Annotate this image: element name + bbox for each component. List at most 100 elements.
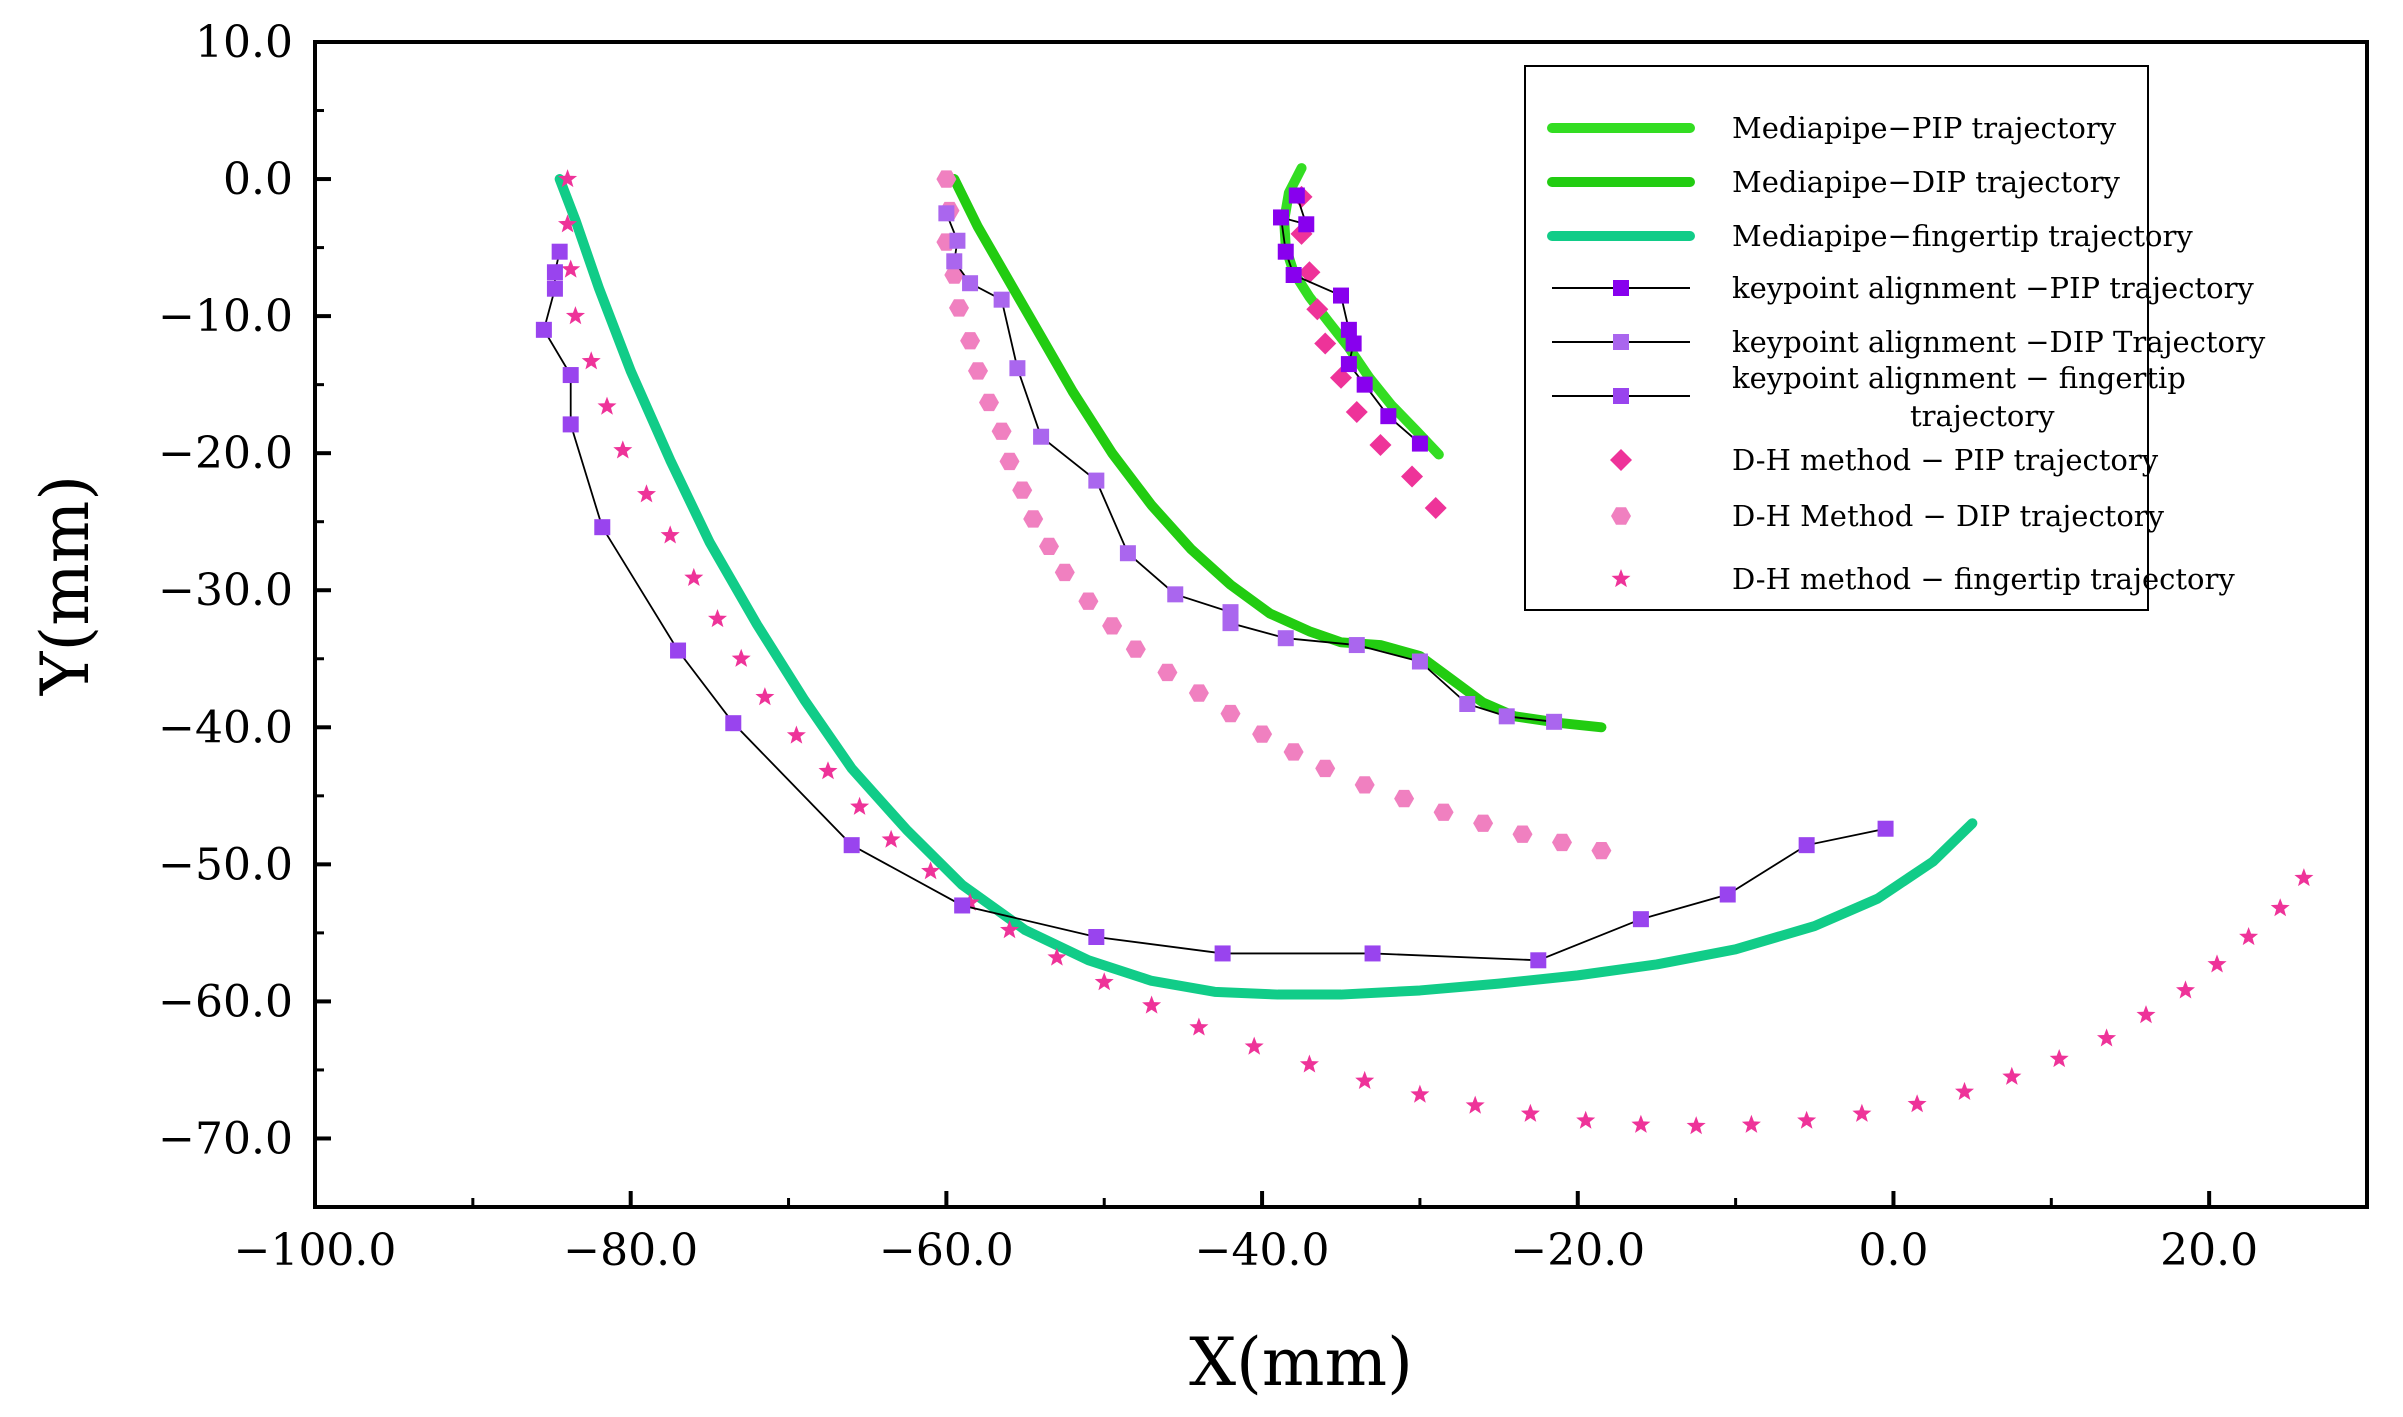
data-point-square — [1088, 472, 1105, 489]
data-point-star — [1907, 1094, 1927, 1113]
data-point-star — [1576, 1110, 1596, 1129]
legend-label: D-H method − PIP trajectory — [1732, 443, 2159, 477]
data-point-star — [1244, 1036, 1264, 1055]
legend-label: D-H method − fingertip trajectory — [1732, 562, 2235, 596]
data-point-star — [881, 829, 901, 848]
legend-item-mediapipe-dip-trajectory: Mediapipe−DIP trajectory — [1547, 165, 2120, 199]
data-point-star — [1142, 995, 1162, 1014]
data-point-square — [1798, 837, 1815, 854]
data-point-hexagon — [1039, 537, 1059, 555]
data-point-hexagon — [1283, 743, 1304, 761]
data-point-hexagon — [1315, 759, 1336, 778]
data-point-hexagon — [1125, 640, 1146, 658]
x-axis-title: X(mm) — [1189, 1324, 1413, 1401]
data-point-star — [755, 687, 775, 706]
data-point-star — [1189, 1017, 1209, 1036]
data-point-square — [1459, 695, 1476, 712]
data-point-square — [546, 264, 563, 281]
data-point-star — [2097, 1028, 2117, 1047]
data-point-star — [1465, 1095, 1485, 1114]
data-point-square — [1498, 708, 1515, 725]
data-point-square — [1285, 267, 1302, 283]
series-line — [554, 174, 1978, 1000]
data-point-star — [597, 396, 617, 415]
data-point-hexagon — [960, 332, 981, 350]
data-point-hexagon — [1512, 825, 1533, 843]
data-point-square — [1380, 408, 1397, 425]
series-d-h-method-pip-trajectory — [1290, 185, 1447, 519]
data-point-square — [1273, 209, 1290, 226]
data-point-square — [562, 367, 579, 384]
y-tick-label: −30.0 — [158, 565, 293, 616]
data-point-hexagon — [1054, 563, 1075, 582]
data-point-star — [637, 484, 656, 503]
data-point-square — [1411, 435, 1428, 452]
data-point-square — [594, 519, 611, 536]
data-point-star — [1047, 947, 1067, 966]
legend-item-keypoint-alignment-fingertip-trajectory: keypoint alignment − fingertip trajectory — [1552, 361, 2186, 433]
legend-item-d-h-method-fingertip-trajectory: D-H method − fingertip trajectory — [1611, 562, 2235, 596]
data-point-square — [1298, 216, 1315, 233]
plot-frame — [313, 40, 2369, 1209]
x-tick-label: −40.0 — [1195, 1225, 1330, 1276]
data-point-star — [565, 306, 585, 325]
ticks-layer: −100.0 −80.0 −60.0 −40.0 −20.0 0.0 20.0 10.0 0.0… — [158, 17, 2258, 1276]
y-tick-label: −60.0 — [158, 976, 293, 1027]
data-point-hexagon — [1220, 704, 1241, 723]
data-point-star — [1852, 1103, 1872, 1122]
x-tick-label: −100.0 — [234, 1225, 397, 1276]
data-point-star — [1094, 972, 1114, 991]
y-tick-label: 0.0 — [223, 154, 293, 205]
series-keypoint-alignment-dip-trajectory — [938, 205, 1563, 730]
legend-swatch-hexagon — [1611, 507, 1631, 525]
data-point-star — [2270, 898, 2290, 917]
legend-item-mediapipe-pip-trajectory: Mediapipe−PIP trajectory — [1547, 111, 2117, 145]
data-point-star — [613, 440, 633, 459]
data-point-hexagon — [1354, 776, 1375, 794]
data-point-square — [946, 253, 963, 270]
data-point-diamond — [1298, 261, 1321, 284]
data-point-square — [1167, 586, 1184, 603]
data-point-star — [1299, 1054, 1319, 1073]
data-point-hexagon — [944, 266, 965, 284]
series-mediapipe-fingertip-trajectory — [554, 174, 1978, 1000]
legend-label: D-H Method − DIP trajectory — [1732, 499, 2165, 533]
data-point-square — [1530, 952, 1547, 969]
data-point-square — [1364, 945, 1381, 962]
data-point-star — [2207, 954, 2227, 973]
data-point-star — [581, 351, 601, 370]
series-line — [949, 174, 1607, 733]
y-tick-label: 10.0 — [195, 17, 293, 68]
x-tick-label: −60.0 — [879, 1225, 1014, 1276]
data-point-square — [1356, 376, 1373, 393]
data-point-star — [850, 796, 870, 815]
data-point-square — [535, 321, 552, 338]
data-point-hexagon — [1012, 481, 1033, 499]
data-point-star — [561, 259, 581, 278]
data-point-hexagon — [1188, 684, 1209, 702]
data-point-star — [558, 214, 578, 233]
data-point-hexagon — [1473, 814, 1494, 832]
data-point-square — [993, 291, 1010, 308]
legend-item-d-h-method-pip-trajectory: D-H method − PIP trajectory — [1610, 443, 2159, 477]
y-tick-label: −10.0 — [158, 291, 293, 342]
data-point-star — [660, 525, 680, 544]
data-point-star — [921, 861, 941, 880]
data-point-diamond — [1424, 497, 1447, 519]
data-point-star — [1631, 1114, 1651, 1133]
data-point-star — [1520, 1103, 1540, 1122]
data-point-star — [1686, 1116, 1706, 1135]
data-point-star — [708, 609, 727, 628]
data-point-square — [1277, 243, 1294, 260]
data-point-star — [1000, 920, 1019, 939]
legend-swatch-square — [1613, 334, 1629, 350]
data-point-hexagon — [1157, 663, 1178, 682]
data-point-hexagon — [991, 422, 1012, 440]
data-point-hexagon — [936, 170, 957, 188]
y-tick-label: −70.0 — [158, 1113, 293, 1164]
data-point-square — [1340, 356, 1357, 373]
data-point-square — [938, 205, 955, 222]
data-point-star — [2176, 980, 2195, 999]
data-point-diamond — [1306, 298, 1329, 321]
